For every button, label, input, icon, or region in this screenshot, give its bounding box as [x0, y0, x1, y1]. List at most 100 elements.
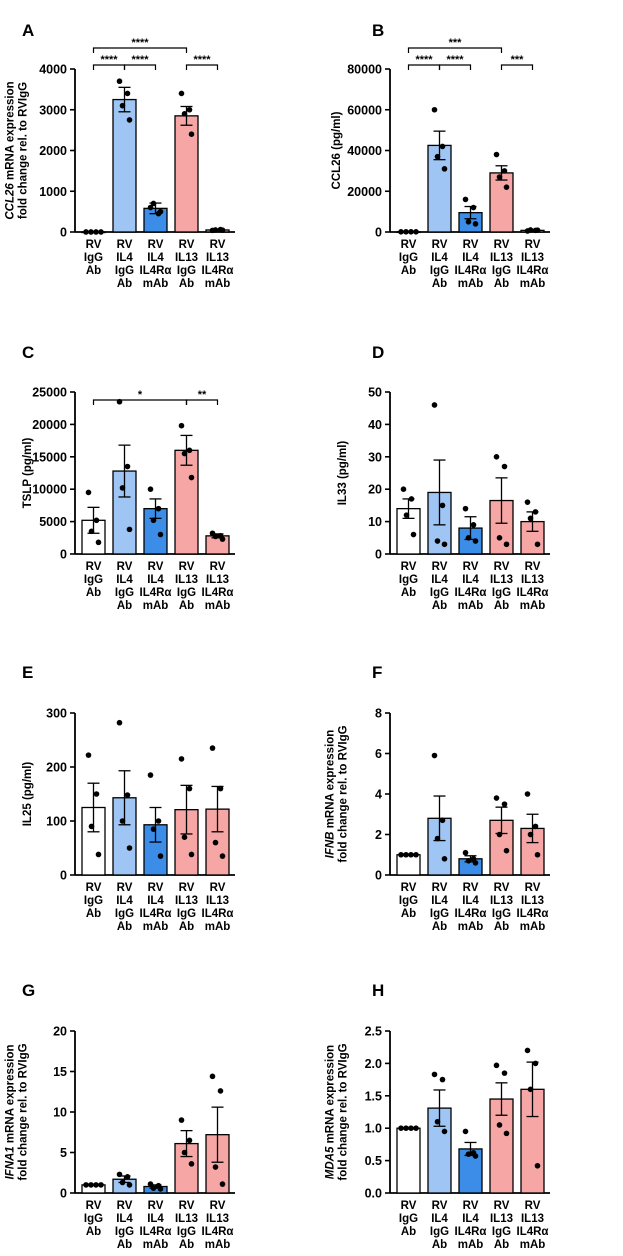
data-point: [493, 454, 500, 460]
data-point: [157, 531, 164, 538]
data-point: [493, 151, 500, 158]
category-label: IL4Rα: [455, 587, 487, 599]
data-point: [524, 499, 531, 505]
y-tick-label: 6: [375, 747, 382, 761]
data-point: [147, 772, 154, 778]
category-label: IgG: [430, 265, 449, 277]
data-point: [126, 526, 133, 533]
data-point: [93, 229, 99, 235]
y-axis-label: fold change rel. to RVIgG: [338, 1043, 350, 1180]
category-label: IgG: [177, 587, 196, 599]
significance-label: ****: [415, 54, 433, 66]
y-tick-label: 40: [368, 418, 382, 432]
y-axis-label-part: mRNA expression: [5, 81, 17, 183]
data-point: [470, 522, 477, 528]
category-label: IL4: [431, 1213, 448, 1225]
category-label: IL13: [490, 574, 513, 586]
category-label: RV: [117, 1200, 133, 1212]
y-axis-label: fold change rel. to RVIgG: [18, 82, 30, 219]
category-label: RV: [432, 882, 448, 894]
category-label: IL4Rα: [202, 908, 234, 920]
y-axis-label-part: mRNA expression: [325, 1045, 337, 1147]
category-label: RV: [117, 239, 133, 251]
y-tick-label: 25000: [32, 386, 67, 400]
category-label: IL13: [521, 895, 544, 907]
category-label: Ab: [401, 908, 416, 920]
panel-letter: H: [372, 981, 384, 1000]
category-label: IL4: [462, 1213, 479, 1225]
category-label: mAb: [205, 921, 231, 933]
data-point: [439, 817, 446, 824]
y-axis-label-part: fold change rel. to RVIgG: [338, 725, 350, 862]
y-tick-label: 20: [368, 483, 382, 497]
y-tick-label: 30: [368, 450, 382, 464]
y-axis-label-part: mRNA expression: [5, 1044, 17, 1146]
category-label: mAb: [520, 1239, 546, 1251]
panel-letter: E: [22, 663, 33, 682]
y-tick-label: 0: [375, 548, 382, 562]
data-point: [503, 184, 510, 190]
data-point: [472, 1153, 479, 1159]
data-point: [98, 1182, 104, 1188]
data-point: [532, 509, 539, 515]
category-label: mAb: [143, 278, 169, 290]
category-label: RV: [525, 561, 541, 573]
significance-label: **: [198, 389, 207, 401]
y-tick-label: 5000: [39, 515, 67, 529]
data-point: [209, 745, 216, 751]
y-axis-label-part: TSLP (pg/ml): [22, 437, 34, 508]
significance-label: ****: [193, 54, 211, 66]
data-point: [88, 823, 95, 830]
data-point: [157, 208, 164, 215]
data-point: [157, 1186, 164, 1192]
category-label: IL4: [147, 574, 164, 586]
panel-c: C 0 5000 10000 15000 20000 25000 TSLP (pg/ml) RV…: [22, 343, 235, 612]
category-label: RV: [86, 1200, 102, 1212]
data-point: [503, 1130, 510, 1137]
category-label: Ab: [117, 600, 132, 612]
category-label: IL4Rα: [202, 1226, 234, 1238]
panel-letter: A: [22, 21, 34, 40]
category-label: IgG: [492, 265, 511, 277]
category-label: RV: [86, 239, 102, 251]
data-point: [501, 801, 508, 807]
significance-label: ***: [511, 54, 525, 66]
y-tick-label: 1000: [39, 185, 67, 199]
data-point: [119, 818, 126, 824]
y-tick-label: 5: [60, 1146, 67, 1160]
data-point: [431, 752, 438, 759]
y-tick-label: 10000: [32, 483, 67, 497]
y-tick-label: 15000: [32, 450, 67, 464]
data-point: [157, 853, 164, 859]
panel-letter: C: [22, 343, 34, 362]
y-axis-label-part: fold change rel. to RVIgG: [18, 1043, 30, 1180]
data-point: [126, 845, 133, 851]
category-label: IgG: [84, 895, 103, 907]
data-point: [209, 1073, 216, 1080]
category-label: IL13: [175, 1213, 198, 1225]
y-axis-label: IL25 (pg/ml): [22, 762, 34, 827]
y-tick-label: 0.0: [365, 1187, 382, 1201]
data-point: [527, 1086, 534, 1093]
data-point: [155, 505, 162, 512]
y-axis-label-part: CCL26: [5, 183, 17, 220]
y-tick-label: 100: [46, 815, 67, 829]
data-point: [462, 849, 469, 856]
data-point: [150, 200, 157, 207]
data-point: [124, 792, 131, 798]
category-label: RV: [148, 561, 164, 573]
y-tick-label: 200: [46, 761, 67, 775]
data-point: [181, 111, 188, 117]
y-tick-label: 3000: [39, 103, 67, 117]
category-label: IL4: [431, 252, 448, 264]
category-label: RV: [401, 561, 417, 573]
category-label: RV: [463, 561, 479, 573]
panel-letter: D: [372, 343, 384, 362]
data-point: [465, 858, 472, 864]
data-point: [434, 153, 441, 160]
data-point: [119, 1179, 126, 1186]
category-label: mAb: [458, 600, 484, 612]
data-point: [186, 106, 193, 113]
y-axis-label: IFNB mRNA expression: [325, 730, 337, 859]
